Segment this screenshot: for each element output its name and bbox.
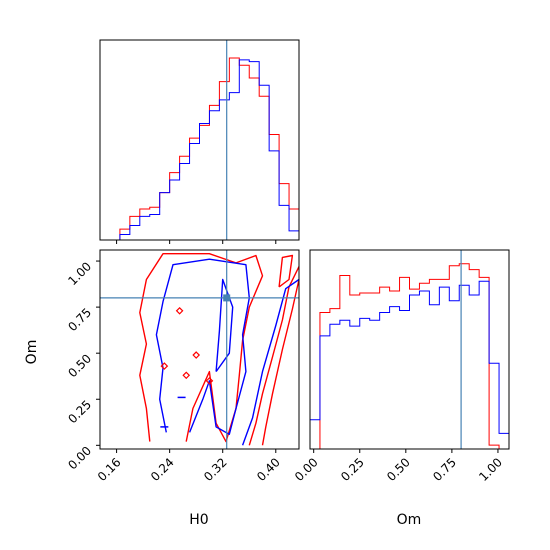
- om-histogram-red: [310, 263, 509, 450]
- contour-marker-red-3: [205, 376, 214, 385]
- om-axis-label: Om: [397, 512, 422, 528]
- h0-axis-label: H0: [189, 512, 208, 528]
- right-panel-frame: [309, 249, 510, 450]
- contour-red-3: [278, 254, 294, 288]
- om-histogram-blue: [309, 280, 510, 449]
- top-panel-frame: [99, 39, 300, 241]
- contour-red-2: [261, 279, 300, 446]
- h0-histogram-blue: [100, 59, 300, 241]
- om-y-axis-label: Om: [24, 340, 40, 365]
- plot-layer: [96, 39, 510, 453]
- contour-marker-red-0: [160, 362, 169, 370]
- contour-marker-red-2: [192, 351, 201, 359]
- contour-marker-red-4: [182, 371, 191, 380]
- contour-marker-red-1: [175, 306, 184, 315]
- joint-panel-frame: [99, 249, 300, 450]
- contour-blue-1: [241, 278, 300, 446]
- truth-point-marker: [223, 294, 231, 302]
- contour-red-0: [139, 253, 264, 443]
